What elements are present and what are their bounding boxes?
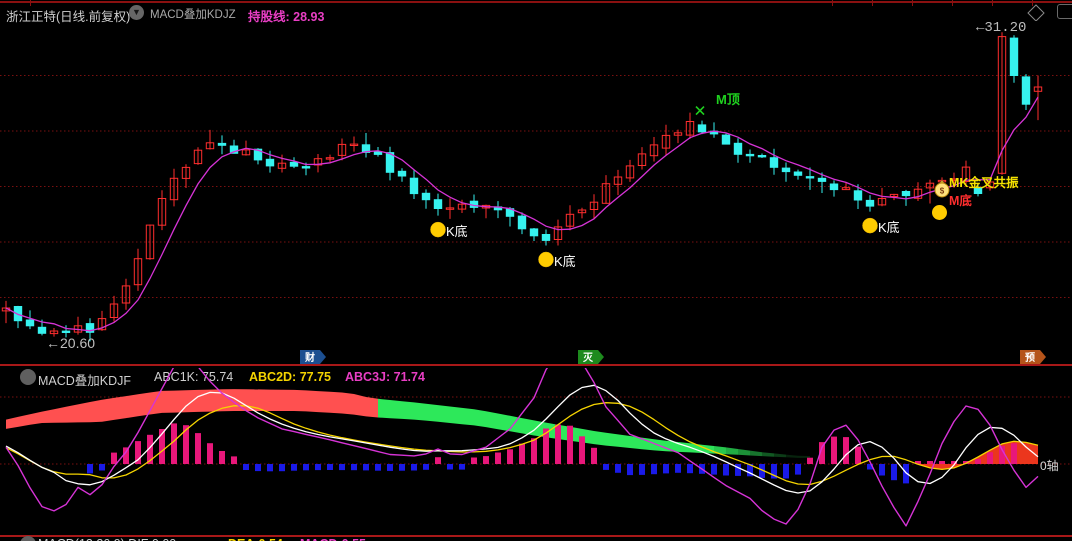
svg-text:$: $ — [940, 186, 945, 195]
svg-text:财: 财 — [304, 351, 315, 364]
svg-text:预: 预 — [1025, 352, 1035, 364]
svg-text:灭: 灭 — [582, 352, 594, 364]
